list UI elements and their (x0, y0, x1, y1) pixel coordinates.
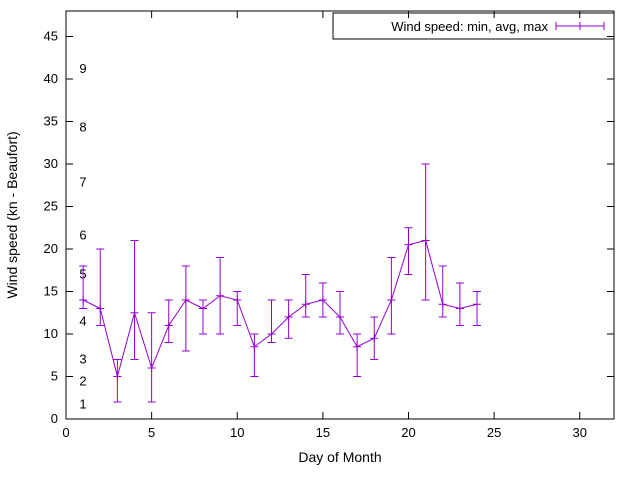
x-tick-label: 15 (316, 425, 330, 440)
y-axis-title: Wind speed (kn - Beaufort) (4, 131, 20, 298)
x-axis-title: Day of Month (298, 449, 381, 465)
avg-line (82, 239, 478, 379)
y-tick-label: 25 (44, 199, 58, 214)
x-tick-label: 30 (573, 425, 587, 440)
y-tick-label: 40 (44, 71, 58, 86)
y-tick-label: 35 (44, 114, 58, 129)
y-tick-label: 15 (44, 284, 58, 299)
beaufort-label: 1 (79, 397, 86, 412)
x-tick-label: 0 (62, 425, 69, 440)
plot-border (65, 10, 615, 420)
x-tick-label: 25 (487, 425, 501, 440)
x-tick-label: 20 (401, 425, 415, 440)
beaufort-label: 7 (79, 175, 86, 190)
y-tick-label: 30 (44, 156, 58, 171)
beaufort-label: 9 (79, 61, 86, 76)
y-tick-label: 10 (44, 326, 58, 341)
beaufort-label: 3 (79, 352, 86, 367)
legend-box (332, 12, 615, 40)
x-tick-label: 5 (148, 425, 155, 440)
y-tick-label: 45 (44, 29, 58, 44)
y-tick-label: 5 (51, 369, 58, 384)
beaufort-label: 2 (79, 374, 86, 389)
beaufort-label: 4 (79, 313, 86, 328)
legend-label: Wind speed: min, avg, max (391, 19, 548, 34)
beaufort-label: 8 (79, 119, 86, 134)
x-tick-label: 10 (230, 425, 244, 440)
beaufort-label: 6 (79, 227, 86, 242)
y-tick-label: 0 (51, 411, 58, 426)
y-tick-label: 20 (44, 241, 58, 256)
